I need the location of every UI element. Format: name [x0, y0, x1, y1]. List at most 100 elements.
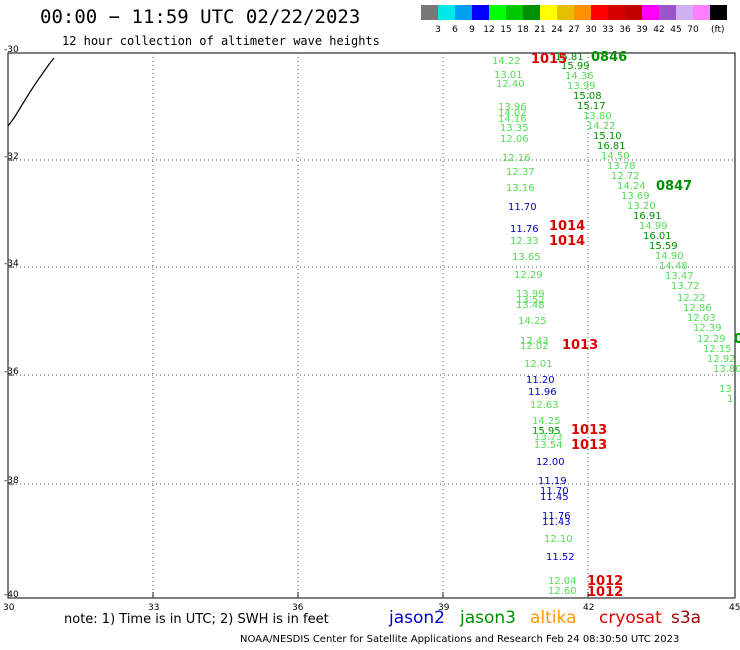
wave-height-label: 13.47 — [665, 271, 694, 282]
scale-label: 12 — [483, 25, 495, 35]
time-label: 0846 — [591, 50, 628, 65]
wave-height-label: 12.60 — [548, 586, 577, 597]
time-label: 0847 — [656, 179, 693, 194]
wave-height-label: 12.03 — [687, 313, 716, 324]
wave-height-label: 13.80 — [583, 111, 612, 122]
wave-height-label: 13.16 — [506, 183, 535, 194]
time-label: 1014 — [549, 219, 586, 234]
wave-height-label: 13.54 — [534, 440, 563, 451]
scale-swatch — [693, 5, 710, 20]
scale-swatch — [710, 5, 727, 20]
wave-height-label: 13.35 — [500, 123, 529, 134]
wave-height-label: 13.52 — [516, 295, 545, 306]
wave-height-label: 11.43 — [542, 517, 571, 528]
scale-swatch — [506, 5, 523, 20]
wave-height-label: 13.99 — [516, 289, 545, 300]
wave-height-label: 11.76 — [510, 224, 539, 235]
scale-swatch — [523, 5, 540, 20]
wave-height-label: 15.10 — [593, 131, 622, 142]
wave-height-label: 12.63 — [530, 400, 559, 411]
wave-height-label: 14.24 — [617, 181, 646, 192]
wave-height-label: 13.78 — [607, 161, 636, 172]
scale-label: 36 — [619, 25, 631, 35]
lon-label: 45 — [729, 603, 740, 613]
wave-height-label: 15.08 — [573, 91, 602, 102]
scale-label: 70 — [687, 25, 699, 35]
wave-height-label: 14.50 — [601, 151, 630, 162]
scale-label: 24 — [551, 25, 563, 35]
wave-height-label: 11.96 — [528, 387, 557, 398]
wave-height-label: 11.70 — [508, 202, 537, 213]
time-label: 1012 — [587, 574, 624, 589]
page-title: 00:00 − 11:59 UTC 02/22/2023 — [40, 6, 361, 28]
wave-height-label: 14.22 — [492, 56, 521, 67]
lat-label: -36 — [4, 367, 19, 377]
scale-swatch — [438, 5, 455, 20]
wave-height-label: 14.99 — [639, 221, 668, 232]
scale-swatch — [421, 5, 438, 20]
time-label: 1013 — [562, 338, 599, 353]
wave-height-label: 15.59 — [649, 241, 678, 252]
scale-swatch — [574, 5, 591, 20]
wave-height-label: 12.29 — [514, 270, 543, 281]
wave-height-label: 12.00 — [536, 457, 565, 468]
wave-height-label: 12.06 — [500, 134, 529, 145]
wave-height-label: 13.72 — [671, 281, 700, 292]
time-label: 0 — [734, 332, 740, 347]
scale-label: 9 — [469, 25, 475, 35]
wave-height-label: 15.95 — [532, 426, 561, 437]
time-label: 1013 — [571, 438, 608, 453]
wave-height-label: 1 — [727, 394, 734, 405]
wave-height-label: 12.86 — [683, 303, 712, 314]
legend-altika: altika — [530, 608, 577, 628]
map-border — [7, 52, 736, 599]
scale-swatch — [625, 5, 642, 20]
scale-label: 21 — [534, 25, 546, 35]
lat-label: -40 — [4, 590, 19, 600]
legend-jason3: jason3 — [460, 608, 516, 628]
wave-height-label: 16.81 — [597, 141, 626, 152]
wave-height-label: 13 — [719, 384, 732, 395]
scale-swatch — [540, 5, 557, 20]
wave-height-label: 13.73 — [534, 432, 563, 443]
scale-swatch — [608, 5, 625, 20]
wave-height-label: 14.25 — [518, 316, 547, 327]
wave-height-label: 12.33 — [510, 236, 539, 247]
wave-height-label: 11.70 — [540, 486, 569, 497]
scale-swatch — [676, 5, 693, 20]
scale-swatch — [455, 5, 472, 20]
map-grid — [8, 53, 735, 598]
time-label: 1015 — [531, 52, 568, 67]
lat-label: -30 — [4, 45, 19, 55]
wave-height-label: 12.16 — [502, 153, 531, 164]
wave-height-label: 16.01 — [643, 231, 672, 242]
lon-label: 42 — [583, 603, 595, 613]
scale-label: 15 — [500, 25, 512, 35]
wave-height-label: 14.25 — [532, 416, 561, 427]
scale-swatch — [591, 5, 608, 20]
note-text: note: 1) Time is in UTC; 2) SWH is in fe… — [64, 612, 329, 627]
scale-swatch — [659, 5, 676, 20]
credit-text: NOAA/NESDIS Center for Satellite Applica… — [240, 634, 680, 645]
time-label: 1013 — [571, 423, 608, 438]
scale-unit: (ft) — [711, 25, 725, 35]
wave-height-label: 13.01 — [494, 70, 523, 81]
wave-height-label: 11.20 — [526, 375, 555, 386]
scale-swatch — [472, 5, 489, 20]
wave-height-label: 12.22 — [677, 293, 706, 304]
legend-cryosat: cryosat — [599, 608, 662, 628]
wave-height-label: 11.19 — [538, 476, 567, 487]
wave-height-label: 16.91 — [633, 211, 662, 222]
map-frame — [7, 52, 736, 599]
wave-height-label: 13.99 — [567, 81, 596, 92]
scale-label: 6 — [452, 25, 458, 35]
time-label: 1014 — [549, 234, 586, 249]
scale-label: 30 — [585, 25, 597, 35]
wave-height-label: 14.90 — [655, 251, 684, 262]
scale-label: 3 — [435, 25, 441, 35]
coastline — [7, 57, 55, 127]
scale-label: 18 — [517, 25, 529, 35]
wave-height-label: 12.29 — [697, 334, 726, 345]
wave-height-label: 14.48 — [659, 261, 688, 272]
